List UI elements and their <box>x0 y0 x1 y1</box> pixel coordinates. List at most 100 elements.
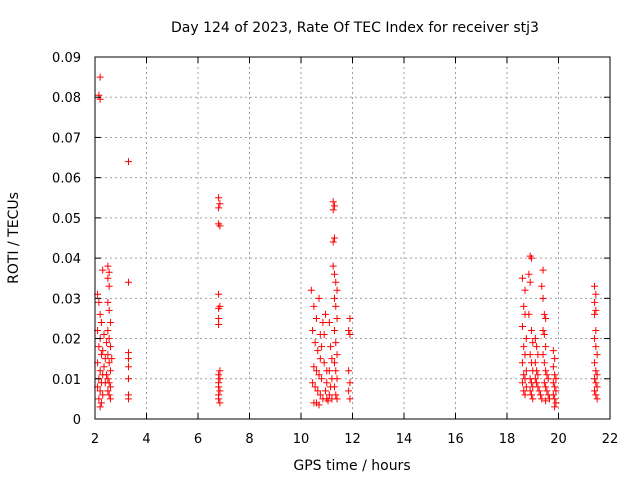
x-tick-label: 2 <box>91 432 99 447</box>
data-point <box>529 339 537 347</box>
data-point <box>591 298 599 306</box>
data-point <box>518 359 526 367</box>
data-point <box>104 327 112 335</box>
data-point <box>549 379 557 387</box>
data-point <box>309 327 317 335</box>
data-point <box>216 375 224 383</box>
data-point <box>549 363 557 371</box>
data-point <box>591 335 599 343</box>
data-point <box>542 314 550 322</box>
data-point <box>533 379 541 387</box>
data-point <box>592 290 600 298</box>
data-point <box>591 310 599 318</box>
data-point <box>315 371 323 379</box>
data-point <box>312 314 320 322</box>
data-point <box>215 320 223 328</box>
data-point <box>106 367 114 375</box>
data-point <box>518 322 526 330</box>
data-point <box>215 395 223 403</box>
data-point <box>96 387 104 395</box>
data-point <box>95 343 103 351</box>
data-point <box>551 403 559 411</box>
data-point <box>319 318 327 326</box>
data-point <box>324 397 332 405</box>
data-point <box>527 391 535 399</box>
y-tick-label: 0.05 <box>52 212 81 227</box>
data-point <box>539 351 547 359</box>
data-point <box>105 359 113 367</box>
data-point <box>216 200 224 208</box>
data-point <box>318 343 326 351</box>
data-point <box>96 367 104 375</box>
data-point <box>215 314 223 322</box>
data-point <box>103 339 111 347</box>
data-point <box>591 359 599 367</box>
data-point <box>333 314 341 322</box>
data-point <box>332 391 340 399</box>
y-axis-label: ROTI / TECUs <box>6 192 22 284</box>
data-point <box>104 274 112 282</box>
data-point <box>216 387 224 395</box>
data-point <box>542 383 550 391</box>
data-point <box>592 391 600 399</box>
data-point <box>332 367 340 375</box>
data-point <box>591 387 599 395</box>
data-point <box>592 379 600 387</box>
data-point <box>552 387 560 395</box>
data-point <box>531 375 539 383</box>
x-tick-label: 6 <box>194 432 202 447</box>
axis-ticks <box>94 56 611 420</box>
data-point <box>345 387 353 395</box>
data-point <box>538 395 546 403</box>
data-point <box>97 351 105 359</box>
data-point <box>535 387 543 395</box>
data-point <box>99 266 107 274</box>
y-tick-label: 0 <box>73 413 81 428</box>
data-point <box>314 387 322 395</box>
data-point <box>531 335 539 343</box>
data-point <box>527 254 535 262</box>
data-point <box>526 351 534 359</box>
data-point <box>106 318 114 326</box>
data-point <box>521 391 529 399</box>
data-point <box>551 355 559 363</box>
data-point <box>99 391 107 399</box>
data-point <box>325 318 333 326</box>
data-point <box>522 367 530 375</box>
data-point <box>543 371 551 379</box>
grid-lines <box>95 57 610 419</box>
data-point <box>526 278 534 286</box>
data-point <box>104 375 112 383</box>
data-point <box>215 194 223 202</box>
data-point <box>329 198 337 206</box>
data-point <box>539 294 547 302</box>
data-point <box>216 367 224 375</box>
y-tick-label: 0.09 <box>52 51 81 66</box>
data-point <box>536 391 544 399</box>
data-point <box>311 383 319 391</box>
data-point <box>215 371 223 379</box>
x-tick-label: 18 <box>499 432 516 447</box>
data-point <box>525 270 533 278</box>
data-point <box>320 359 328 367</box>
data-point <box>100 331 108 339</box>
data-point <box>96 73 104 81</box>
data-point <box>104 387 112 395</box>
data-point <box>593 351 601 359</box>
data-point <box>315 294 323 302</box>
data-point <box>591 282 599 290</box>
y-tick-labels: 0 0.01 0.02 0.03 0.04 0.05 0.06 0.07 0.08 0.09 <box>52 51 81 428</box>
data-point <box>549 347 557 355</box>
data-point <box>215 383 223 391</box>
data-point <box>332 302 340 310</box>
x-tick-label: 10 <box>293 432 310 447</box>
data-point <box>215 304 223 312</box>
data-point <box>333 286 341 294</box>
data-point <box>316 331 324 339</box>
data-point <box>105 306 113 314</box>
data-point <box>311 339 319 347</box>
data-point <box>106 383 114 391</box>
x-tick-label: 4 <box>142 432 150 447</box>
data-point <box>105 268 113 276</box>
data-point <box>333 375 341 383</box>
